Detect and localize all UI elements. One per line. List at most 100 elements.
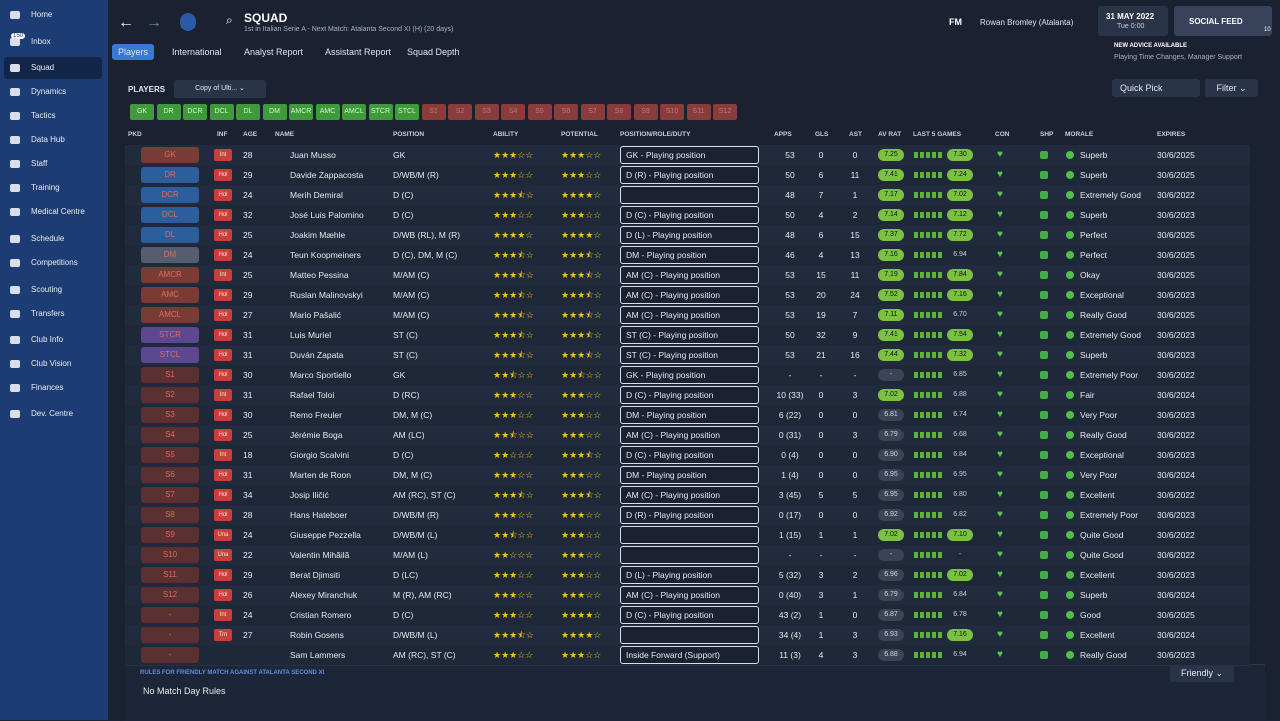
nav-item[interactable]: Dynamics — [31, 87, 67, 96]
pkd-chip[interactable]: S8 — [141, 507, 199, 523]
quick-pick[interactable]: Quick Pick — [1112, 79, 1200, 97]
position-chip[interactable]: S4 — [501, 104, 525, 120]
player-row[interactable]: DCR Hol 24 Merih Demiral D (C) ★★★⯪☆ ★★★★☆ 48 7 1… — [125, 185, 1250, 206]
position-chip[interactable]: S5 — [527, 104, 552, 120]
pkd-chip[interactable]: AMCR — [141, 267, 199, 283]
position-chip[interactable]: STCL — [395, 104, 419, 120]
player-row[interactable]: - Trn 27 Robin Gosens D/WB/M (L) ★★★⯪☆ ★★★★☆ 34… — [125, 625, 1250, 646]
back[interactable]: ← — [118, 14, 134, 31]
column-header[interactable]: NAME — [275, 131, 295, 138]
player-row[interactable]: S3 Hol 30 Remo Freuler DM, M (C) ★★★☆☆ ★★★☆☆ DM… — [125, 405, 1250, 426]
column-header[interactable]: POTENTIAL — [561, 131, 598, 138]
role-select[interactable]: D (C) - Playing position — [620, 606, 759, 624]
pkd-chip[interactable]: S9 — [141, 527, 199, 543]
name[interactable]: José Luis Palomino — [290, 210, 364, 220]
nav-item[interactable]: Staff — [31, 159, 48, 168]
player-row[interactable]: DR Hol 29 Davide Zappacosta D/WB/M (R) ★★★☆☆ ★… — [125, 165, 1250, 186]
player-row[interactable]: S6 Hol 31 Marten de Roon DM, M (C) ★★★☆☆ ★★★☆☆… — [125, 465, 1250, 486]
column-header[interactable]: GLS — [815, 131, 829, 138]
player-row[interactable]: S1 Hol 30 Marco Sportiello GK ★★⯪☆☆ ★★⯪☆☆ GK - … — [125, 365, 1250, 386]
player-row[interactable]: S10 Una 22 Valentin Mihăilă M/AM (L) ★★☆☆☆ ★★★… — [125, 545, 1250, 566]
pkd-chip[interactable]: DCL — [141, 207, 199, 223]
name[interactable]: Remo Freuler — [290, 410, 342, 420]
column-header[interactable]: POSITION — [393, 131, 425, 138]
role-select[interactable]: D (C) - Playing position — [620, 446, 759, 464]
name[interactable]: Josip Iličić — [290, 490, 329, 500]
column-header[interactable]: CON — [995, 131, 1010, 138]
name[interactable]: Davide Zappacosta — [290, 170, 364, 180]
filter[interactable]: Filter ⌄ — [1205, 79, 1258, 97]
pkd-chip[interactable]: S4 — [141, 427, 199, 443]
position-chip[interactable]: S1 — [421, 104, 446, 120]
name[interactable]: Robin Gosens — [290, 630, 344, 640]
pkd-chip[interactable]: S7 — [141, 487, 199, 503]
manager[interactable]: Rowan Bromley (Atalanta) — [980, 18, 1074, 27]
name[interactable]: Giuseppe Pezzella — [290, 530, 361, 540]
nav-item[interactable]: Competitions — [31, 258, 78, 267]
position-chip[interactable]: S3 — [474, 104, 499, 120]
role-select[interactable]: ST (C) - Playing position — [620, 326, 759, 344]
position-chip[interactable]: S10 — [660, 104, 684, 120]
role-select[interactable]: D (L) - Playing position — [620, 566, 759, 584]
role-select[interactable]: GK - Playing position — [620, 146, 759, 164]
player-row[interactable]: AMCR Int 25 Matteo Pessina M/AM (C) ★★★⯪☆ ★★★⯪… — [125, 265, 1250, 286]
player-row[interactable]: STCL Hol 31 Duván Zapata ST (C) ★★★⯪☆ ★★★⯪☆ ST … — [125, 345, 1250, 366]
role-select[interactable] — [620, 546, 759, 564]
nav-item[interactable]: Finances — [31, 383, 64, 392]
match-type[interactable]: Friendly ⌄ — [1170, 664, 1234, 682]
position-chip[interactable]: DCR — [183, 104, 207, 120]
column-header[interactable]: APPS — [774, 131, 792, 138]
name[interactable]: Duván Zapata — [290, 350, 344, 360]
name[interactable]: Giorgio Scalvini — [290, 450, 350, 460]
role-select[interactable] — [620, 626, 759, 644]
pkd-chip[interactable]: S6 — [141, 467, 199, 483]
search[interactable]: ⌕ — [226, 13, 233, 27]
name[interactable]: Ruslan Malinovskyi — [290, 290, 363, 300]
pkd-chip[interactable]: STCL — [141, 347, 199, 363]
column-header[interactable]: SHP — [1040, 131, 1054, 138]
pkd-chip[interactable]: DR — [141, 167, 199, 183]
nav-item[interactable]: Squad — [31, 63, 55, 72]
nav-item[interactable]: Club Vision — [31, 359, 72, 368]
position-chip[interactable]: GK — [130, 104, 154, 120]
position-chip[interactable]: S12 — [713, 104, 737, 120]
player-row[interactable]: AMCL Hol 27 Mario Pašalić M/AM (C) ★★★⯪☆ ★★★⯪☆… — [125, 305, 1250, 326]
social-box[interactable] — [1174, 6, 1272, 36]
player-row[interactable]: DM Hol 24 Teun Koopmeiners D (C), DM, M (C) ★… — [125, 245, 1250, 266]
tab[interactable]: Players — [112, 44, 155, 60]
position-chip[interactable]: S9 — [633, 104, 658, 120]
player-row[interactable]: S4 Hol 25 Jérémie Boga AM (LC) ★★⯪☆☆ ★★★☆☆ AM (… — [125, 425, 1250, 446]
player-row[interactable]: S9 Una 24 Giuseppe Pezzella D/WB/M (L) ★★⯪☆☆ ★… — [125, 525, 1250, 546]
role-select[interactable]: AM (C) - Playing position — [620, 286, 759, 304]
position-chip[interactable]: S11 — [686, 104, 711, 120]
tab[interactable]: Squad Depth — [407, 47, 460, 57]
player-row[interactable]: DCL Hol 32 José Luis Palomino D (C) ★★★☆☆ ★★★☆… — [125, 205, 1250, 226]
nav-item[interactable]: Inbox — [31, 37, 51, 46]
player-row[interactable]: S8 Hol 28 Hans Hateboer D/WB/M (R) ★★★☆☆ ★★★☆☆… — [125, 505, 1250, 526]
nav-item[interactable]: Tactics — [31, 111, 56, 120]
role-select[interactable]: AM (C) - Playing position — [620, 426, 759, 444]
position-chip[interactable]: DCL — [209, 104, 234, 120]
name[interactable]: Cristian Romero — [290, 610, 352, 620]
name[interactable]: Marten de Roon — [290, 470, 351, 480]
role-select[interactable] — [620, 526, 759, 544]
role-select[interactable]: AM (C) - Playing position — [620, 586, 759, 604]
role-select[interactable]: D (R) - Playing position — [620, 166, 759, 184]
pkd-chip[interactable]: S5 — [141, 447, 199, 463]
position-chip[interactable]: S2 — [448, 104, 472, 120]
column-header[interactable]: MORALE — [1065, 131, 1094, 138]
nav-item[interactable]: Scouting — [31, 285, 63, 294]
pkd-chip[interactable]: DM — [141, 247, 199, 263]
name[interactable]: Rafael Toloi — [290, 390, 335, 400]
position-chip[interactable]: S8 — [607, 104, 631, 120]
pkd-chip[interactable]: GK — [141, 147, 199, 163]
name[interactable]: Alexey Miranchuk — [290, 590, 358, 600]
role-select[interactable]: AM (C) - Playing position — [620, 306, 759, 324]
role-select[interactable]: AM (C) - Playing position — [620, 266, 759, 284]
tab[interactable]: Assistant Report — [325, 47, 392, 57]
name[interactable]: Valentin Mihăilă — [290, 550, 350, 560]
player-row[interactable]: AMC Hol 29 Ruslan Malinovskyi M/AM (C) ★★★⯪☆ ★… — [125, 285, 1250, 306]
name[interactable]: Juan Musso — [290, 150, 336, 160]
pkd-chip[interactable]: DCR — [141, 187, 199, 203]
position-chip[interactable]: AMCL — [342, 104, 366, 120]
